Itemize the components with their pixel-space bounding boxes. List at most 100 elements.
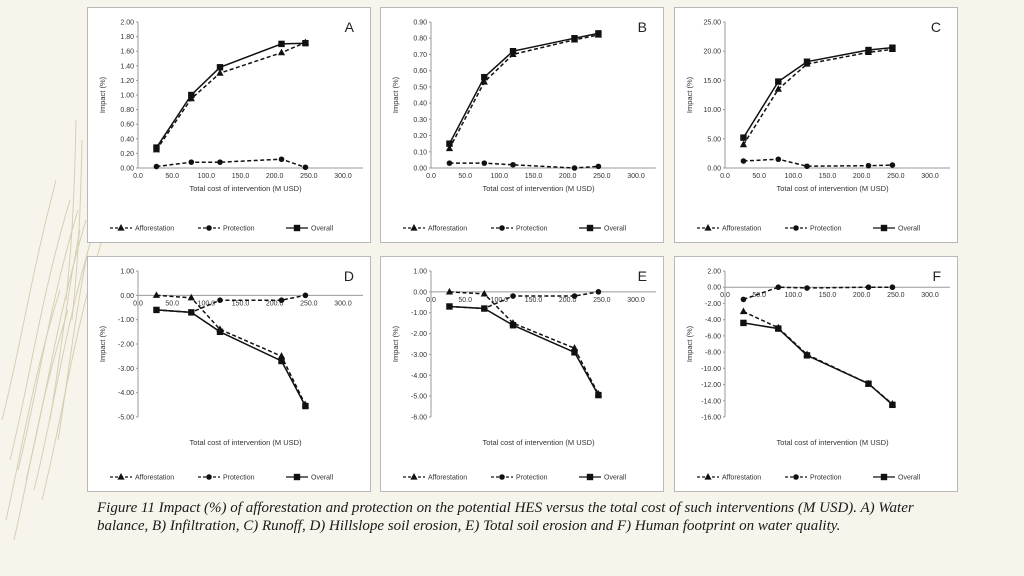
legend-marker	[206, 474, 212, 480]
data-point-overall	[865, 380, 872, 387]
x-tick-label: 150.0	[232, 173, 250, 180]
data-point-overall	[571, 349, 578, 356]
x-tick-label: 150.0	[819, 173, 837, 180]
y-axis-label: Impact (%)	[391, 76, 400, 113]
data-point-protection	[302, 292, 309, 299]
data-point-protection	[775, 284, 782, 291]
series-afforestation	[152, 38, 310, 153]
data-point-protection	[481, 160, 488, 166]
x-tick-label: 200.0	[266, 300, 284, 307]
legend-label: Protection	[223, 475, 255, 482]
data-point-overall	[302, 402, 309, 410]
data-point-overall	[740, 134, 747, 141]
x-tick-label: 0.0	[720, 173, 730, 180]
data-point-protection	[595, 289, 602, 295]
chart-svg-e: E -6.00 -5.00 -4.00 -3.00 -2.00 -1.00 0.00 1.00 0…	[391, 268, 656, 482]
x-tick-label: 200.0	[266, 173, 284, 180]
y-tick-label: 1.40	[120, 63, 134, 70]
legend-marker	[586, 224, 594, 232]
data-point-overall	[775, 325, 782, 332]
y-tick-label: 0.50	[413, 84, 427, 91]
legend-marker	[410, 224, 418, 231]
y-tick-label: -4.00	[118, 390, 134, 397]
x-tick-label: 250.0	[300, 173, 318, 180]
data-point-overall	[446, 303, 453, 310]
y-tick-label: -2.00	[118, 342, 134, 349]
x-tick-label: 150.0	[232, 300, 250, 307]
data-point-overall	[216, 328, 224, 336]
y-axis-label: Impact (%)	[98, 76, 107, 113]
data-point-afforestation	[774, 85, 782, 92]
y-tick-label: 1.00	[413, 269, 427, 276]
data-point-overall	[278, 40, 285, 48]
y-tick-label: 0.10	[413, 149, 427, 156]
data-point-afforestation	[445, 144, 454, 152]
y-tick-label: -1.00	[118, 317, 134, 324]
y-tick-label: 0.80	[120, 107, 134, 114]
y-tick-label: 0.20	[413, 133, 427, 140]
x-tick-label: 300.0	[334, 173, 352, 180]
data-point-overall	[509, 322, 517, 329]
series-line-protection	[156, 158, 306, 169]
legend-marker	[293, 473, 301, 481]
x-tick-label: 150.0	[819, 292, 837, 299]
x-tick-label: 200.0	[559, 173, 577, 180]
x-tick-label: 150.0	[525, 297, 543, 304]
legend-item-afforestation: Afforestation	[110, 473, 174, 482]
x-tick-label: 0.0	[133, 300, 143, 307]
y-tick-label: 0.00	[413, 166, 427, 173]
data-point-protection	[446, 160, 453, 166]
data-point-afforestation	[480, 78, 488, 85]
legend-label: Protection	[810, 226, 842, 233]
legend-marker	[499, 225, 505, 231]
legend-marker	[793, 474, 799, 480]
y-tick-label: -14.00	[701, 398, 721, 405]
data-point-afforestation	[480, 289, 488, 297]
y-tick-label: -10.00	[701, 366, 721, 373]
legend-item-afforestation: Afforestation	[697, 224, 761, 233]
series-line-afforestation	[448, 34, 599, 149]
chart-svg-c: C 0.00 5.00 10.00 15.00 20.00 25.00 0.0 50.0 100.…	[685, 19, 950, 233]
y-tick-label: -6.00	[705, 333, 721, 340]
legend-marker	[206, 225, 212, 231]
y-tick-label: 25.00	[703, 20, 721, 27]
data-point-protection	[510, 293, 516, 299]
legend-label: Protection	[516, 226, 548, 233]
x-tick-label: 300.0	[627, 173, 645, 180]
data-point-overall	[278, 357, 285, 365]
legend-label: Overall	[898, 475, 921, 482]
data-point-protection	[571, 165, 578, 171]
legend-item-protection: Protection	[198, 474, 255, 482]
y-tick-label: -5.00	[118, 415, 134, 422]
data-point-protection	[889, 284, 896, 291]
x-tick-label: 50.0	[165, 300, 179, 307]
series-afforestation	[739, 45, 897, 148]
legend-marker	[880, 224, 888, 232]
legend-label: Protection	[223, 226, 255, 233]
series-afforestation	[445, 287, 603, 397]
data-point-protection	[804, 285, 810, 291]
y-axis-label: Impact (%)	[685, 76, 694, 113]
legend-marker	[499, 474, 505, 480]
legend-marker	[704, 224, 712, 231]
x-tick-label: 250.0	[887, 292, 905, 299]
legend-label: Afforestation	[135, 226, 174, 233]
data-point-overall	[153, 306, 160, 314]
y-tick-label: 1.00	[120, 269, 134, 276]
chart-panel-f: F -16.00 -14.00 -12.00 -10.00 -8.00 -6.00 -4.00…	[674, 256, 958, 492]
x-axis-label: Total cost of intervention (M USD)	[189, 184, 302, 193]
legend-label: Afforestation	[722, 226, 761, 233]
x-tick-label: 250.0	[593, 297, 611, 304]
data-point-protection	[278, 156, 285, 163]
y-axis-label: Impact (%)	[391, 325, 400, 362]
data-point-afforestation	[739, 140, 748, 148]
legend-marker	[704, 473, 712, 480]
series-protection	[740, 284, 896, 303]
y-tick-label: 0.60	[413, 68, 427, 75]
y-tick-label: -8.00	[705, 350, 721, 357]
data-point-afforestation	[216, 69, 224, 76]
y-tick-label: -6.00	[411, 415, 427, 422]
data-point-overall	[803, 352, 811, 359]
legend-item-protection: Protection	[785, 474, 842, 482]
y-tick-label: 10.00	[703, 107, 721, 114]
